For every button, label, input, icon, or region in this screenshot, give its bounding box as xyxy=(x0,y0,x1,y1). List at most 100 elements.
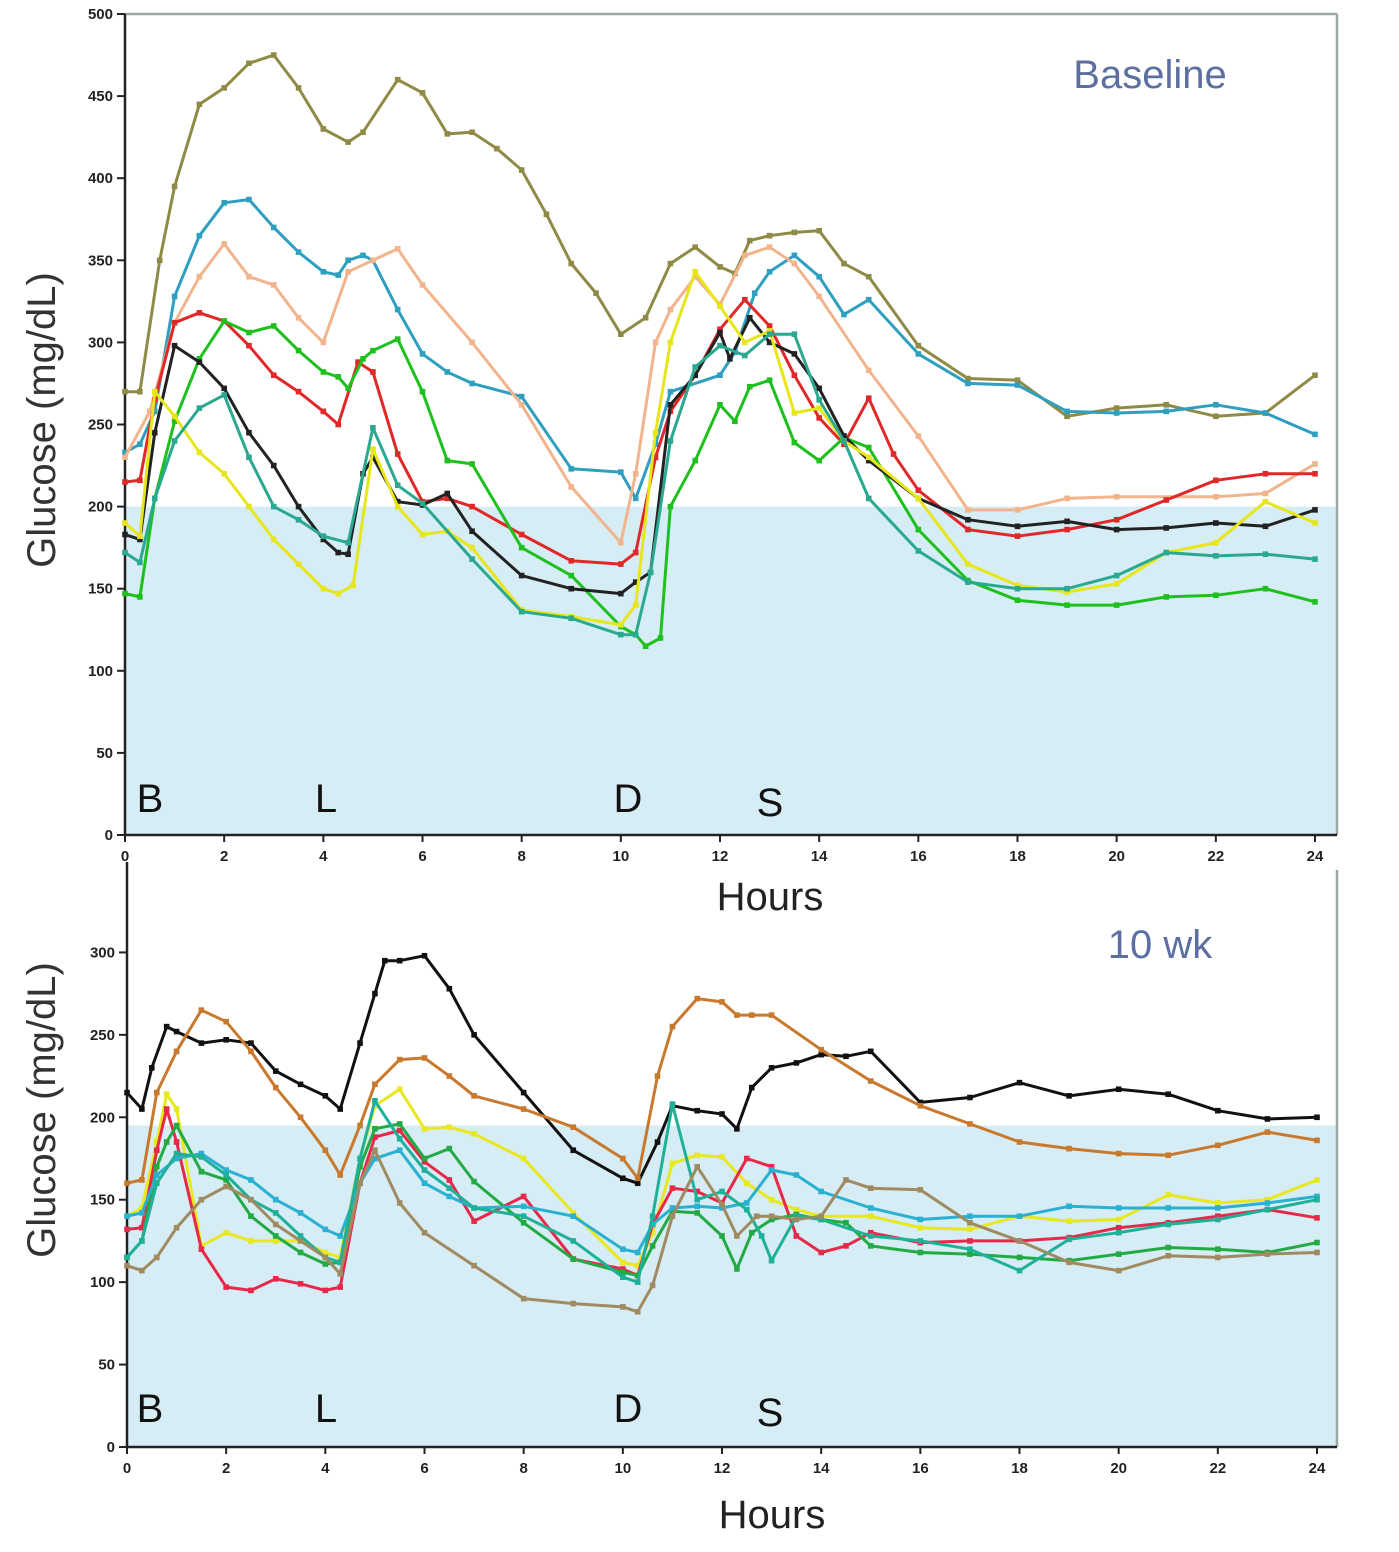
data-point xyxy=(198,1246,205,1252)
data-point xyxy=(370,257,376,264)
data-point xyxy=(841,311,847,318)
data-point xyxy=(816,397,822,403)
data-point xyxy=(734,1012,740,1018)
data-point xyxy=(163,1023,170,1030)
y-tick-label: 250 xyxy=(88,417,113,434)
data-point xyxy=(1165,1244,1172,1251)
data-point xyxy=(345,539,351,546)
data-point xyxy=(173,1106,180,1112)
data-point xyxy=(357,1155,363,1162)
data-point xyxy=(272,1276,279,1282)
data-point xyxy=(766,268,773,275)
data-point xyxy=(446,1145,453,1152)
data-point xyxy=(272,1238,279,1244)
data-point xyxy=(890,451,897,457)
data-point xyxy=(692,244,699,250)
data-point xyxy=(320,126,327,132)
data-point xyxy=(719,1154,725,1160)
data-point xyxy=(791,252,798,259)
data-point xyxy=(917,1249,924,1256)
data-point xyxy=(372,1155,378,1162)
data-point xyxy=(270,372,277,379)
data-point xyxy=(295,249,302,255)
series-line xyxy=(123,242,1316,545)
data-point xyxy=(1016,1267,1023,1274)
data-point xyxy=(649,1229,656,1236)
data-point xyxy=(753,1213,760,1219)
x-tick-label: 4 xyxy=(321,1460,330,1477)
data-point xyxy=(694,1203,701,1210)
data-point xyxy=(1115,1251,1122,1257)
data-point xyxy=(818,1213,824,1219)
data-point xyxy=(171,413,178,420)
data-point xyxy=(419,351,426,357)
data-point xyxy=(139,1238,145,1244)
data-point xyxy=(295,347,302,354)
data-point xyxy=(469,461,475,467)
data-point xyxy=(917,1187,924,1193)
data-point xyxy=(1163,594,1170,600)
data-point xyxy=(520,1203,527,1210)
data-point xyxy=(1163,408,1170,415)
series-3 xyxy=(124,1086,1320,1269)
data-point xyxy=(518,167,525,173)
data-point xyxy=(171,319,178,326)
series-line xyxy=(126,1148,1318,1314)
data-point xyxy=(1312,520,1318,526)
data-point xyxy=(382,957,388,964)
data-point xyxy=(196,356,203,362)
data-point xyxy=(841,260,847,267)
data-point xyxy=(196,449,203,456)
data-point xyxy=(669,1205,676,1211)
data-point xyxy=(394,76,401,83)
data-point xyxy=(122,479,128,485)
data-point xyxy=(568,484,575,490)
data-point xyxy=(394,451,401,457)
data-point xyxy=(766,339,773,346)
data-point xyxy=(620,1304,626,1310)
data-point xyxy=(793,1206,800,1213)
data-point xyxy=(370,347,376,354)
data-point xyxy=(965,507,971,513)
data-point xyxy=(768,1167,775,1173)
data-point xyxy=(246,454,252,461)
data-point xyxy=(322,1287,329,1294)
data-point xyxy=(766,244,773,250)
data-point xyxy=(1215,1107,1221,1114)
x-tick-label: 8 xyxy=(517,848,525,865)
data-point xyxy=(469,556,475,562)
data-point xyxy=(163,1091,170,1098)
data-point xyxy=(1115,1205,1122,1211)
data-point xyxy=(1163,401,1170,408)
data-point xyxy=(669,1185,676,1191)
data-point xyxy=(171,183,178,190)
data-point xyxy=(444,490,451,497)
data-point xyxy=(748,1229,755,1236)
data-point xyxy=(394,503,401,510)
data-point xyxy=(421,1180,428,1187)
data-point xyxy=(469,503,475,510)
data-point xyxy=(727,356,733,362)
data-point xyxy=(1314,1114,1320,1121)
data-point xyxy=(1213,520,1219,526)
data-point xyxy=(917,1099,924,1106)
data-point xyxy=(965,579,971,585)
meal-marker-l: L xyxy=(315,1387,337,1431)
data-point xyxy=(654,1073,661,1079)
data-point xyxy=(122,520,128,526)
data-point xyxy=(743,1200,750,1206)
data-point xyxy=(297,1280,304,1287)
data-point xyxy=(642,643,649,649)
data-point xyxy=(223,1018,229,1025)
data-point xyxy=(1215,1142,1221,1149)
data-point xyxy=(694,1163,701,1170)
data-point xyxy=(320,369,327,375)
data-point xyxy=(396,957,403,964)
data-point xyxy=(694,1188,701,1195)
data-point xyxy=(198,1150,205,1157)
data-point xyxy=(692,372,699,379)
y-tick-label: 350 xyxy=(88,252,113,269)
data-point xyxy=(1264,1206,1271,1213)
data-point xyxy=(146,408,153,415)
data-point xyxy=(221,318,227,324)
